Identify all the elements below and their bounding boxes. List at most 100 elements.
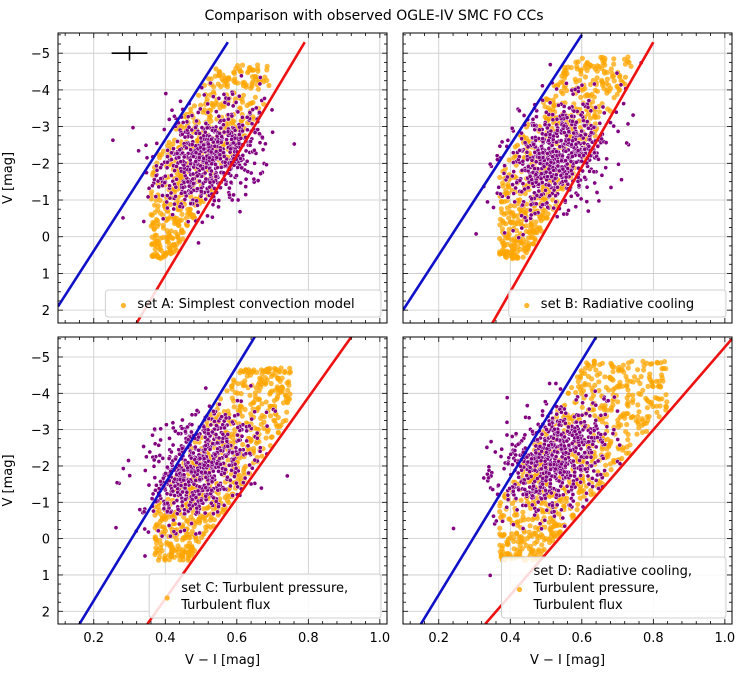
observed-point	[234, 451, 240, 457]
observed-point	[499, 139, 505, 145]
observed-point	[240, 153, 246, 158]
model-point	[500, 549, 506, 555]
model-point	[226, 500, 232, 506]
model-point	[261, 79, 267, 85]
model-point	[255, 86, 261, 92]
model-point	[621, 369, 627, 375]
model-point	[518, 219, 524, 225]
legend: set A: Simplest convection model	[104, 289, 382, 318]
observed-point	[525, 157, 530, 163]
observed-point	[185, 460, 191, 465]
y-tick-label: 2	[42, 605, 50, 620]
model-point	[151, 220, 157, 226]
observed-point	[535, 499, 541, 505]
observed-point	[233, 100, 239, 105]
observed-point	[147, 449, 153, 455]
observed-point	[573, 204, 579, 210]
observed-point	[170, 420, 176, 426]
model-point	[635, 402, 641, 408]
model-point	[189, 547, 195, 553]
observed-point	[527, 173, 533, 179]
observed-point	[509, 173, 515, 179]
model-point	[663, 392, 669, 398]
model-point	[515, 519, 521, 526]
model-point	[574, 507, 580, 513]
observed-point	[162, 173, 168, 179]
observed-point	[150, 432, 155, 438]
model-point	[171, 242, 177, 248]
observed-point	[543, 132, 549, 138]
observed-point	[251, 147, 257, 153]
observed-point	[142, 526, 148, 532]
model-point	[515, 255, 521, 261]
model-point	[152, 202, 158, 208]
model-point	[604, 471, 610, 478]
model-point	[589, 385, 595, 391]
observed-point	[158, 437, 163, 443]
model-point	[497, 525, 503, 531]
observed-point	[209, 479, 215, 485]
model-point	[505, 190, 511, 196]
model-point	[560, 91, 566, 97]
model-point	[266, 367, 272, 373]
observed-point	[210, 202, 216, 208]
observed-point	[215, 509, 220, 515]
model-point	[165, 496, 171, 502]
model-point	[525, 516, 531, 522]
model-point	[617, 379, 623, 386]
observed-point	[233, 465, 239, 471]
observed-point	[243, 451, 249, 457]
observed-point	[539, 171, 544, 177]
observed-point	[223, 467, 228, 472]
model-point	[608, 85, 614, 91]
observed-point	[158, 176, 164, 181]
y-axis-label: V [mag]	[1, 454, 16, 506]
model-point	[512, 144, 518, 150]
model-point	[623, 373, 629, 380]
model-point	[169, 547, 175, 554]
observed-point	[239, 73, 244, 79]
observed-point	[203, 121, 209, 126]
observed-point	[236, 141, 242, 146]
model-point	[579, 55, 586, 62]
observed-point	[264, 409, 269, 415]
observed-point	[181, 477, 186, 483]
observed-point	[146, 529, 151, 535]
model-point	[520, 509, 526, 515]
observed-point	[575, 192, 581, 198]
model-point	[282, 368, 288, 374]
model-point	[250, 99, 256, 106]
model-point	[625, 399, 631, 405]
observed-point	[566, 105, 572, 111]
model-point	[627, 378, 634, 384]
observed-point	[521, 113, 527, 118]
model-point	[204, 505, 210, 511]
model-point	[530, 241, 536, 247]
observed-point	[243, 176, 249, 182]
model-point	[259, 453, 265, 459]
observed-point	[195, 203, 200, 208]
observed-point	[141, 444, 146, 449]
observed-point	[194, 118, 199, 124]
model-point	[608, 467, 614, 473]
model-point	[210, 89, 217, 95]
observed-point	[561, 211, 567, 217]
observed-point	[571, 108, 577, 114]
observed-point	[231, 457, 236, 462]
observed-point	[189, 429, 194, 435]
observed-point	[246, 470, 251, 476]
observed-point	[229, 113, 235, 119]
panel-top-left: 210−1−2−3−4−5V [mag]set A: Simplest conv…	[1, 32, 388, 324]
observed-point	[539, 180, 545, 185]
observed-point	[615, 437, 621, 442]
observed-point	[227, 192, 232, 198]
observed-point	[204, 125, 210, 131]
model-point	[497, 503, 503, 509]
model-point	[616, 446, 622, 452]
model-point	[153, 232, 159, 239]
observed-point	[205, 213, 210, 219]
model-point	[591, 94, 597, 100]
observed-point	[534, 114, 539, 120]
model-point	[585, 373, 592, 380]
observed-point	[190, 176, 196, 182]
